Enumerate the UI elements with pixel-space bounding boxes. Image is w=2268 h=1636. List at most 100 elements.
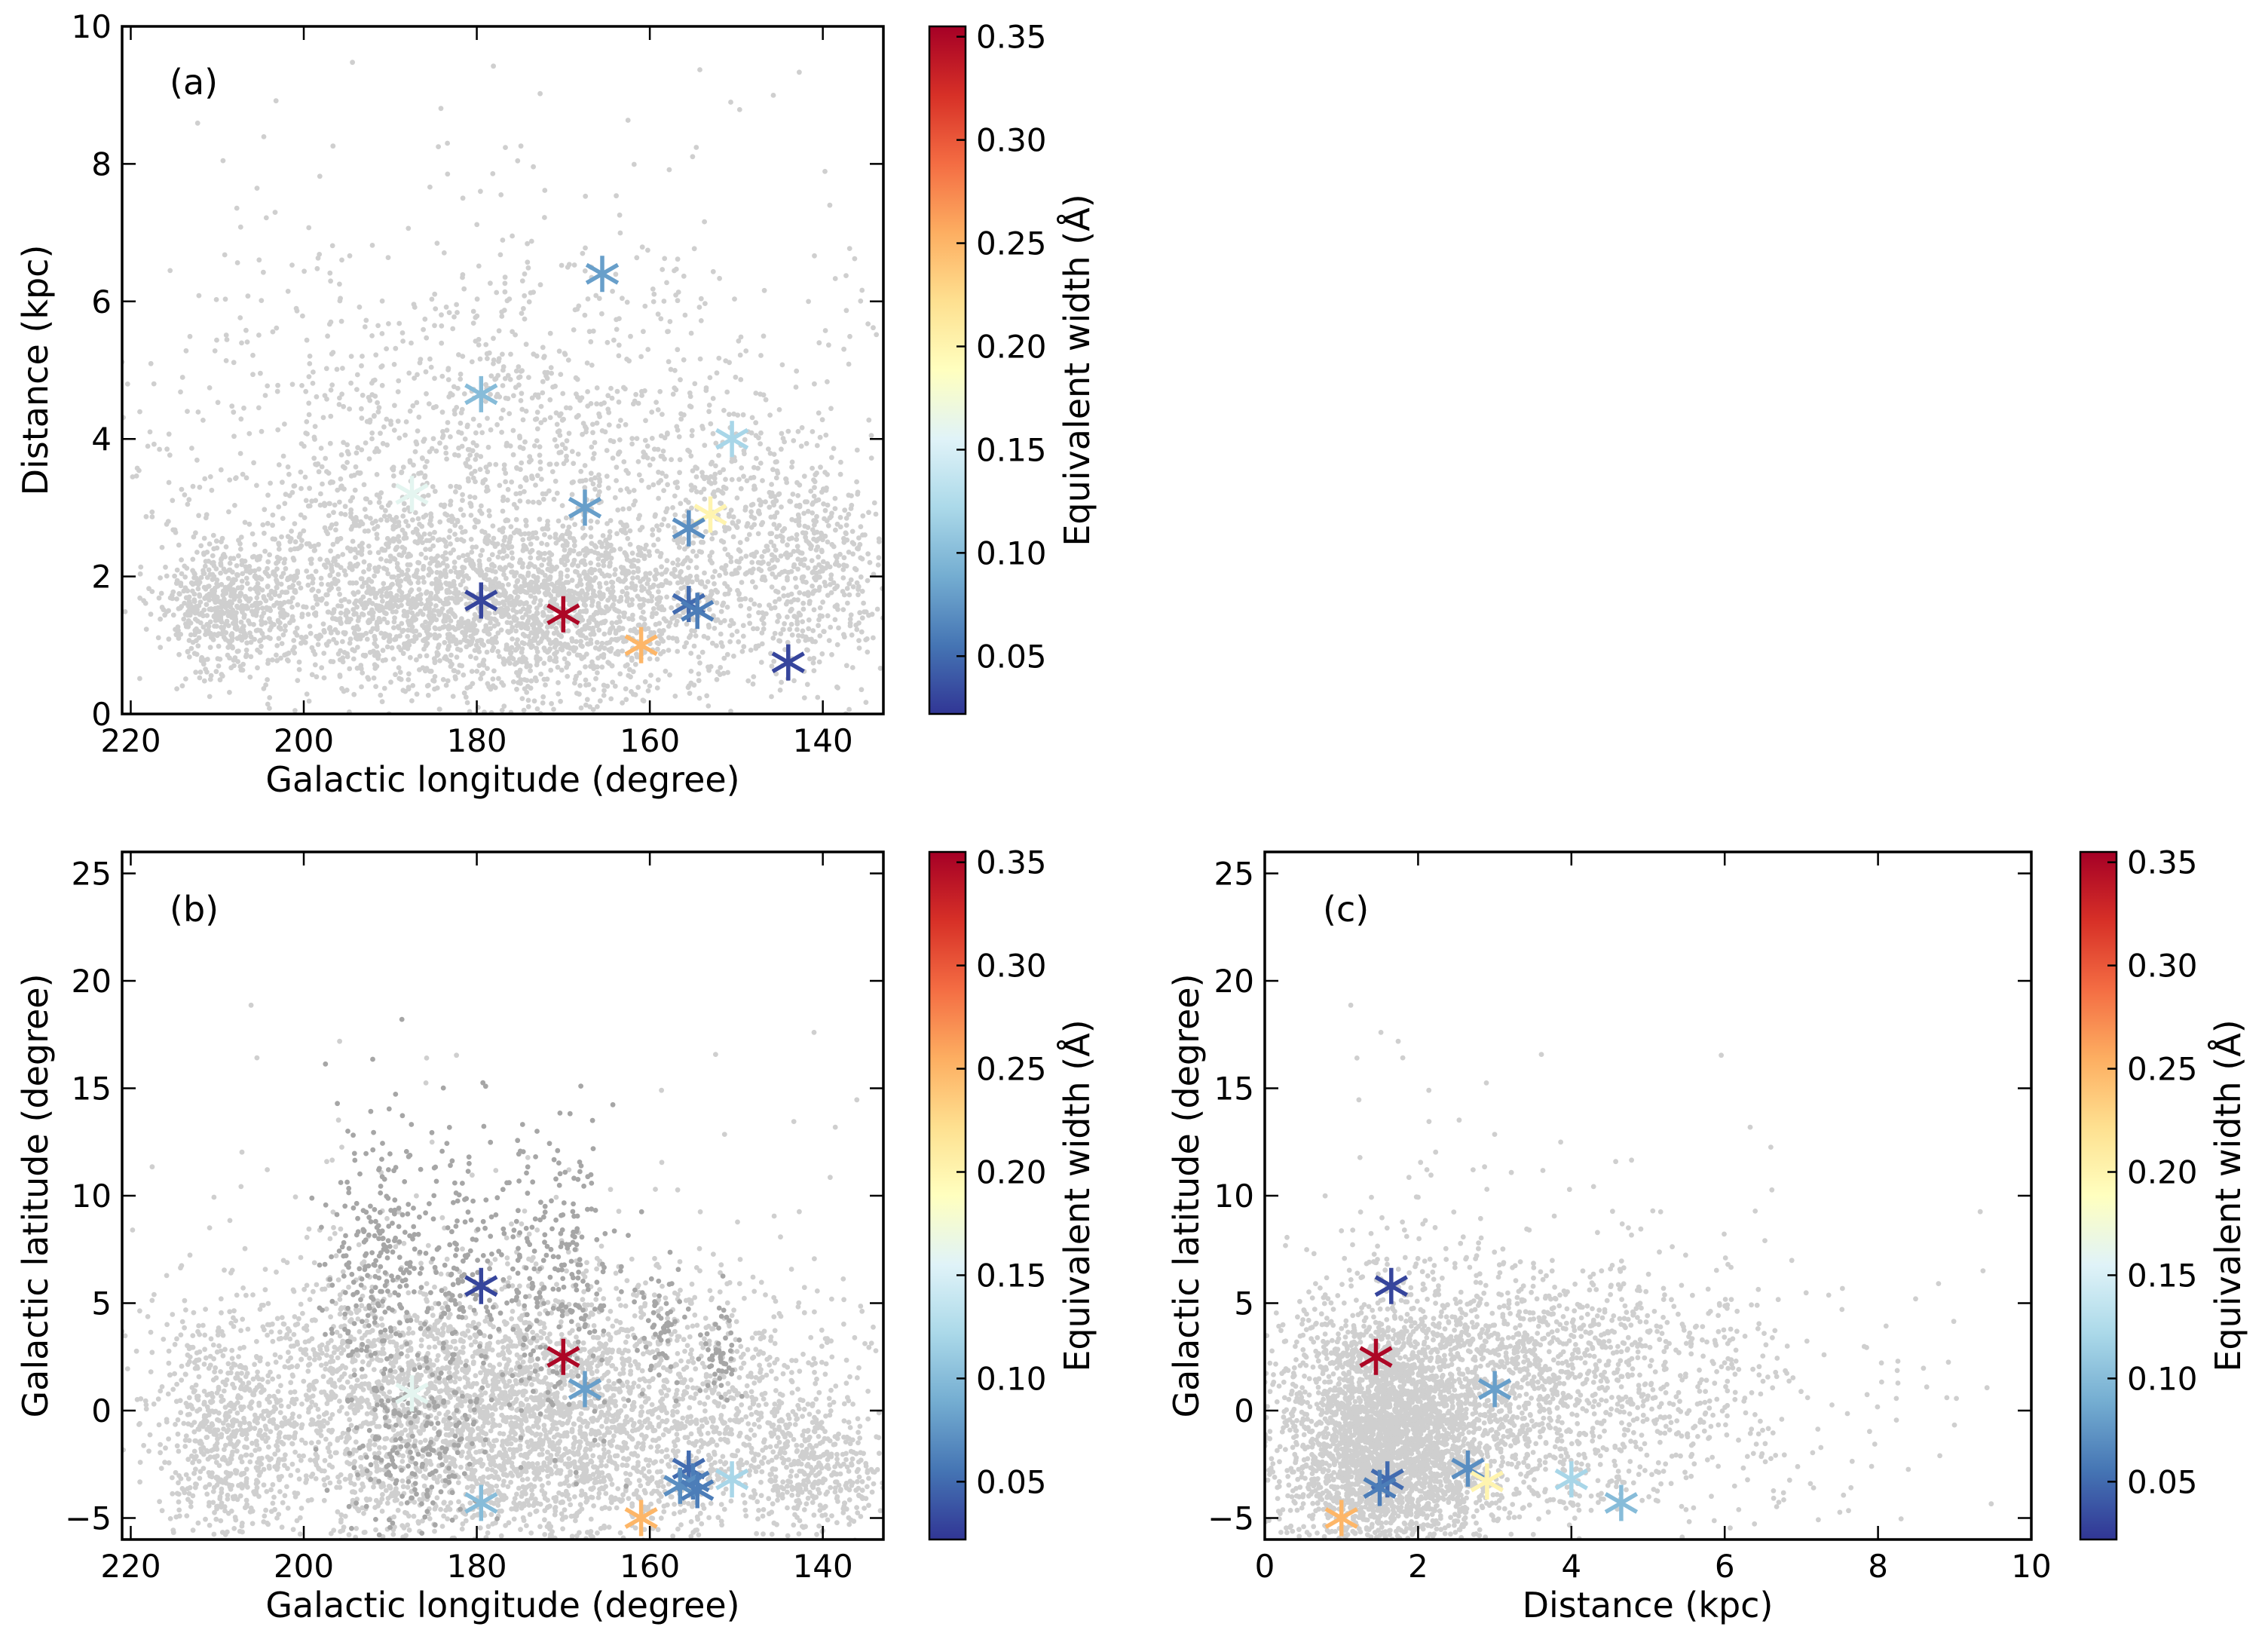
point	[832, 617, 838, 623]
point	[810, 660, 816, 666]
point	[379, 593, 384, 599]
point	[224, 337, 230, 342]
point	[497, 593, 503, 599]
point	[573, 568, 578, 574]
point	[316, 541, 321, 547]
point	[375, 323, 381, 329]
point	[446, 394, 452, 400]
point	[794, 627, 800, 633]
point	[304, 691, 310, 697]
point	[472, 468, 478, 474]
point	[877, 539, 882, 544]
point	[509, 645, 515, 651]
point	[653, 576, 658, 582]
point	[599, 664, 605, 670]
point	[855, 592, 861, 598]
point	[500, 383, 506, 388]
point	[366, 611, 372, 616]
point	[351, 691, 357, 697]
point	[343, 572, 348, 578]
point	[329, 382, 335, 388]
point	[635, 459, 641, 464]
point	[91, 543, 96, 548]
point	[432, 375, 437, 381]
point	[513, 628, 519, 634]
point	[460, 492, 465, 498]
point	[660, 470, 665, 476]
point	[655, 446, 661, 452]
point	[797, 590, 803, 596]
point	[681, 357, 687, 363]
point	[344, 442, 350, 448]
point	[588, 525, 594, 531]
point	[616, 450, 622, 456]
point	[183, 676, 188, 682]
point	[860, 513, 866, 519]
point	[435, 645, 441, 651]
point	[219, 556, 224, 562]
point	[528, 685, 534, 691]
point	[389, 574, 395, 580]
point	[562, 351, 568, 357]
point	[752, 486, 758, 492]
point	[152, 441, 157, 447]
point	[434, 240, 440, 246]
point	[537, 282, 543, 288]
point	[233, 622, 239, 627]
point	[551, 658, 557, 663]
point	[395, 418, 401, 424]
point	[490, 523, 496, 528]
point	[641, 698, 647, 704]
point	[664, 594, 669, 600]
point	[191, 534, 197, 540]
point	[513, 384, 519, 391]
point	[388, 679, 393, 685]
point	[339, 391, 344, 397]
point	[873, 511, 879, 517]
point	[440, 624, 445, 630]
point	[151, 381, 157, 387]
point	[354, 665, 360, 671]
point	[603, 581, 609, 586]
point	[848, 612, 854, 617]
point	[292, 521, 298, 526]
point	[309, 587, 315, 593]
point	[292, 645, 297, 650]
point	[507, 377, 513, 382]
point	[776, 492, 782, 498]
point	[689, 427, 695, 434]
point	[458, 582, 464, 588]
point	[721, 467, 727, 473]
point	[240, 471, 246, 477]
point	[80, 461, 85, 466]
point	[101, 602, 106, 608]
point	[369, 430, 375, 436]
point	[249, 608, 255, 614]
point	[700, 473, 705, 479]
point	[519, 621, 525, 627]
point	[238, 416, 244, 422]
point	[696, 654, 702, 660]
point	[735, 587, 740, 593]
point	[440, 560, 446, 566]
point	[353, 515, 359, 520]
point	[759, 630, 765, 636]
point	[421, 646, 427, 652]
point	[720, 602, 725, 608]
point	[450, 634, 456, 640]
point	[243, 575, 249, 581]
point	[208, 630, 213, 636]
point	[770, 565, 776, 571]
point	[341, 596, 347, 602]
point	[524, 664, 530, 669]
point	[865, 551, 871, 557]
point	[675, 256, 681, 262]
point	[620, 506, 626, 512]
point	[542, 572, 548, 578]
point	[355, 590, 361, 595]
point	[534, 706, 540, 712]
point	[653, 512, 658, 518]
point	[841, 346, 846, 352]
point	[545, 526, 551, 532]
point	[706, 403, 712, 408]
